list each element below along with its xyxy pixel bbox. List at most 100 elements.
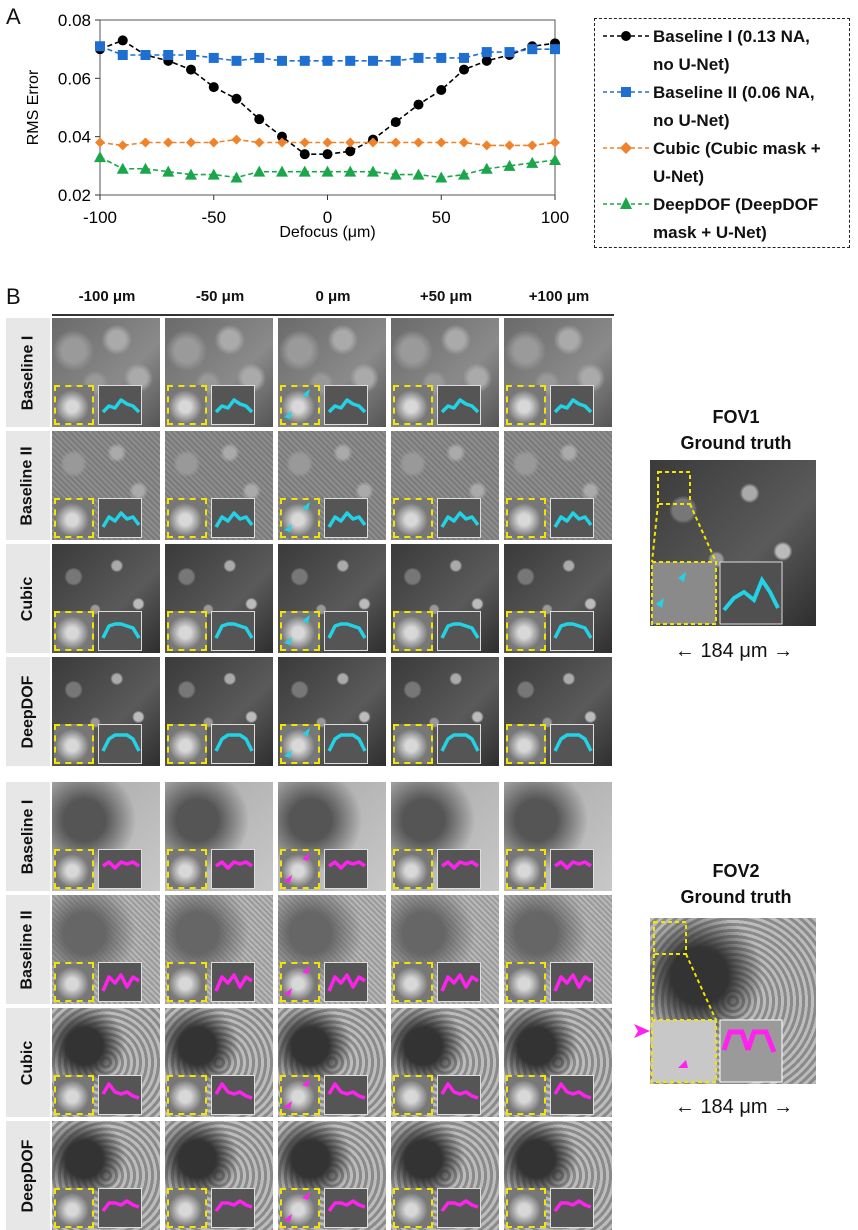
intensity-profile-inset	[324, 611, 368, 651]
data-point	[481, 55, 492, 66]
fov1-scale-label: 184 μm	[700, 640, 768, 662]
reconstruction-tile	[165, 431, 273, 540]
reconstruction-tile	[278, 657, 386, 766]
zoom-inset	[167, 611, 207, 651]
fov1-title-line1: FOV1	[712, 407, 760, 427]
legend-marker-square-icon	[603, 87, 649, 97]
data-point	[299, 137, 310, 148]
intensity-profile-inset	[211, 724, 255, 764]
reconstruction-tile	[165, 1008, 273, 1117]
data-point	[277, 55, 287, 66]
zoom-inset	[280, 849, 320, 889]
intensity-profile-inset	[324, 1075, 368, 1115]
intensity-profile-inset	[211, 611, 255, 651]
reconstruction-tile	[391, 431, 499, 540]
intensity-profile-inset	[98, 1188, 142, 1228]
data-point	[322, 149, 333, 160]
row-label-text: DeepDOF	[19, 675, 36, 748]
reconstruction-tile	[278, 1008, 386, 1117]
data-point	[345, 146, 356, 157]
y-tick-label: 0.02	[58, 186, 91, 205]
data-point	[436, 137, 447, 148]
data-point	[208, 52, 219, 63]
fov2-side-arrow-icon	[634, 1024, 650, 1038]
intensity-profile-inset	[324, 849, 368, 889]
reconstruction-tile	[165, 1121, 273, 1230]
fov2-ground-truth-image	[650, 918, 816, 1084]
row-label: Baseline I	[6, 782, 50, 891]
data-point	[277, 131, 287, 142]
intensity-profile-inset	[437, 962, 481, 1002]
intensity-profile-inset	[98, 724, 142, 764]
data-point	[186, 137, 196, 148]
data-point	[208, 82, 219, 93]
data-point	[480, 162, 493, 174]
zoom-inset	[393, 498, 433, 538]
intensity-profile-inset	[98, 1075, 142, 1115]
data-point	[95, 41, 105, 52]
data-point	[413, 52, 424, 63]
reconstruction-tile	[391, 1121, 499, 1230]
reconstruction-tile	[52, 895, 160, 1004]
column-header: -50 μm	[195, 288, 245, 305]
zoom-inset	[506, 385, 546, 425]
y-axis-label: RMS Error	[25, 69, 42, 145]
reconstruction-tile	[52, 782, 160, 891]
data-point	[436, 52, 447, 63]
intensity-profile-inset	[437, 611, 481, 651]
data-point	[94, 151, 106, 163]
data-point	[95, 137, 105, 148]
arrowhead-icon	[280, 962, 320, 1002]
column-header-divider	[52, 314, 614, 316]
row-label: Cubic	[6, 1008, 50, 1117]
zoom-inset	[393, 611, 433, 651]
x-axis-label: Defocus (μm)	[279, 224, 375, 241]
intensity-profile-inset	[437, 724, 481, 764]
legend-marker-diamond-icon	[603, 142, 649, 154]
reconstruction-tile	[504, 782, 612, 891]
intensity-profile-inset	[211, 962, 255, 1002]
zoom-inset	[167, 849, 207, 889]
data-point	[140, 50, 151, 60]
reconstruction-tile	[52, 1008, 160, 1117]
data-point	[390, 55, 401, 66]
reconstruction-tile	[504, 1008, 612, 1117]
reconstruction-tile	[52, 657, 160, 766]
reconstruction-tile	[504, 431, 612, 540]
row-label-text: Baseline I	[19, 335, 37, 410]
reconstruction-tile	[165, 782, 273, 891]
y-tick-label: 0.08	[58, 11, 91, 30]
reconstruction-tile	[504, 318, 612, 427]
fov2-scale-label: 184 μm	[700, 1096, 768, 1118]
intensity-profile-inset	[437, 385, 481, 425]
zoom-inset	[280, 611, 320, 651]
data-point	[231, 93, 242, 104]
data-point	[481, 140, 492, 151]
row-label: DeepDOF	[6, 657, 50, 766]
reconstruction-tile	[278, 544, 386, 653]
data-point	[116, 162, 129, 174]
data-point	[208, 137, 219, 148]
zoom-inset	[167, 962, 207, 1002]
data-point	[254, 114, 265, 125]
intensity-profile-inset	[211, 849, 255, 889]
chart-legend: Baseline I (0.13 NA, no U-Net) Baseline I…	[594, 18, 850, 248]
panel-letter-b: B	[6, 284, 21, 309]
data-point	[322, 55, 333, 66]
zoom-inset	[167, 498, 207, 538]
zoom-inset	[54, 611, 94, 651]
data-point	[413, 99, 424, 110]
zoom-inset	[393, 385, 433, 425]
data-point	[277, 137, 287, 148]
zoom-inset	[280, 385, 320, 425]
intensity-profile-inset	[550, 498, 594, 538]
zoom-inset	[280, 724, 320, 764]
intensity-profile-inset	[324, 724, 368, 764]
reconstruction-tile	[52, 1121, 160, 1230]
data-point	[299, 55, 310, 66]
data-point	[344, 165, 357, 177]
intensity-profile-inset	[437, 498, 481, 538]
data-point	[550, 137, 560, 148]
reconstruction-tile	[165, 544, 273, 653]
intensity-profile-inset	[437, 1075, 481, 1115]
